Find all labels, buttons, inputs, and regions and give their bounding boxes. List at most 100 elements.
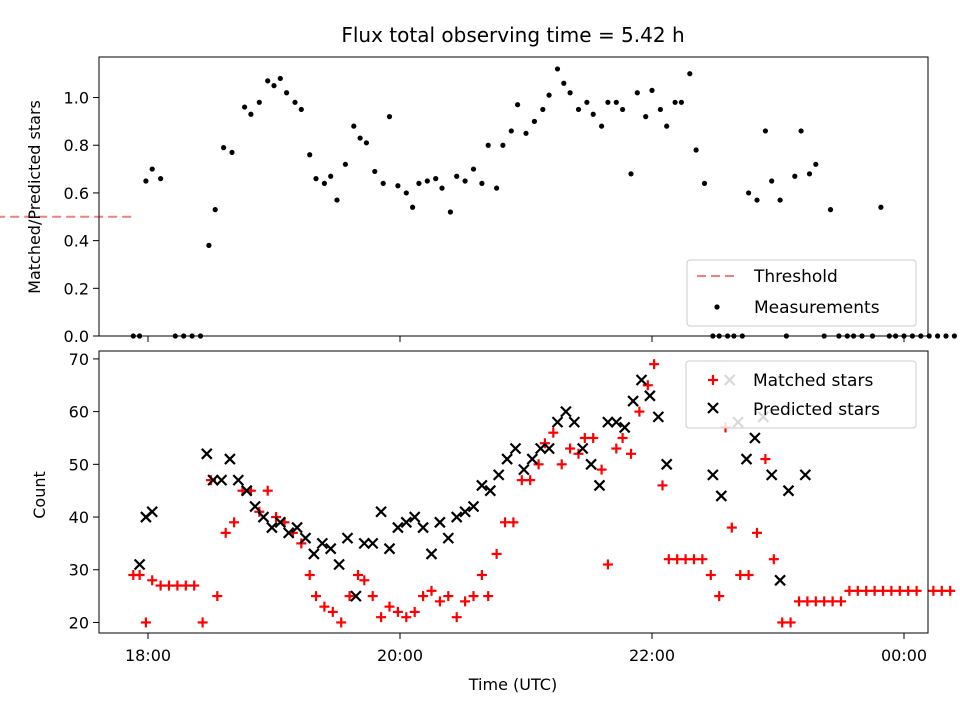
- predicted-star-point: [392, 521, 404, 534]
- predicted-star-point: [434, 516, 446, 529]
- predicted-star-point: [476, 479, 488, 492]
- measurement-point: [403, 190, 409, 196]
- matched-star-point: [134, 570, 145, 581]
- predicted-star-point: [308, 548, 320, 560]
- matched-star-point: [197, 617, 208, 628]
- measurement-point: [372, 168, 378, 175]
- matched-star-point: [634, 406, 645, 417]
- matched-star-point: [491, 548, 502, 559]
- predicted-star-point: [400, 516, 413, 529]
- measurement-point: [447, 209, 453, 215]
- top-legend: Threshold Measurements: [686, 259, 917, 327]
- predicted-star-point: [146, 505, 158, 518]
- matched-star-point: [844, 585, 855, 596]
- x-tick-label: 18:00: [125, 646, 171, 665]
- legend-threshold-label: Threshold: [753, 267, 838, 287]
- predicted-star-point: [627, 395, 639, 407]
- matched-star-point: [147, 575, 158, 586]
- measurement-point: [599, 123, 605, 129]
- bottom-legend: Matched stars Predicted stars: [685, 360, 917, 429]
- matched-star-point: [548, 427, 559, 438]
- measurement-point: [298, 106, 304, 113]
- measurement-point: [701, 180, 708, 186]
- predicted-star-point: [602, 416, 614, 428]
- legend-measurements-label: Measurements: [754, 298, 880, 318]
- predicted-star-point: [707, 469, 719, 481]
- measurement-point: [531, 118, 538, 124]
- matched-star-point: [443, 591, 454, 602]
- matched-star-point: [869, 585, 880, 596]
- bottom-y-axis-label: Count: [30, 471, 49, 519]
- measurement-point: [792, 173, 798, 179]
- predicted-star-point: [551, 416, 564, 428]
- predicted-star-point: [350, 590, 362, 602]
- measurement-point: [334, 197, 340, 203]
- x-tick-label: 00:00: [881, 646, 927, 665]
- matched-star-point: [556, 459, 567, 470]
- measurement-point: [769, 178, 775, 184]
- matched-star-point: [680, 554, 691, 565]
- matched-star-point: [367, 591, 378, 602]
- predicted-star-point: [358, 537, 371, 550]
- measurement-point: [206, 242, 212, 248]
- matched-star-point: [649, 359, 660, 370]
- predicted-star-point: [291, 521, 303, 534]
- measurement-point: [554, 66, 561, 72]
- matched-star-point: [752, 527, 762, 538]
- matched-star-point: [500, 517, 510, 528]
- predicted-star-point: [282, 527, 295, 539]
- matched-star-point: [777, 617, 788, 628]
- matched-star-point: [212, 591, 223, 602]
- matched-star-point: [735, 570, 746, 581]
- predicted-star-point: [133, 558, 146, 571]
- matched-star-point: [810, 596, 821, 607]
- predicted-star-point: [644, 390, 656, 402]
- measurement-point: [351, 123, 357, 129]
- matched-star-point: [392, 606, 403, 617]
- matched-star-point: [911, 585, 922, 596]
- matched-star-point: [642, 380, 653, 391]
- top-legend-box: [686, 259, 917, 327]
- measurement-point: [292, 99, 298, 105]
- matched-star-point: [936, 585, 947, 596]
- measurement-point: [242, 104, 248, 110]
- measurement-point: [687, 71, 693, 77]
- measurement-point: [470, 166, 477, 172]
- y-tick-label: 50: [69, 455, 89, 474]
- measurement-point: [943, 333, 949, 339]
- measurement-point: [433, 176, 439, 182]
- matched-star-point: [460, 596, 471, 607]
- predicted-star-point: [324, 542, 337, 555]
- measurement-point: [508, 128, 514, 134]
- measurement-point: [777, 197, 783, 203]
- predicted-star-point: [215, 474, 228, 486]
- matched-star-point: [836, 596, 846, 607]
- measurement-point: [590, 111, 596, 117]
- matched-star-point: [903, 585, 914, 596]
- measurement-point: [515, 102, 521, 108]
- predicted-star-point: [484, 484, 497, 497]
- matched-star-point: [384, 601, 395, 612]
- matched-star-point: [468, 591, 479, 602]
- measurement-point: [395, 183, 401, 189]
- measurement-point: [649, 87, 655, 93]
- matched-star-point: [189, 580, 200, 591]
- matched-star-point: [172, 580, 183, 591]
- matched-star-point: [878, 585, 888, 596]
- measurement-point: [540, 106, 546, 113]
- y-tick-label: 0.8: [64, 136, 89, 155]
- measurement-point: [248, 111, 254, 117]
- matched-star-point: [743, 570, 754, 581]
- predicted-star-point: [774, 574, 786, 587]
- legend-matched-swatch: [708, 375, 718, 385]
- matched-star-point: [672, 554, 683, 565]
- x-tick-label: 22:00: [629, 646, 675, 665]
- matched-star-point: [476, 570, 487, 581]
- predicted-star-point: [660, 458, 673, 471]
- measurement-point: [479, 180, 485, 186]
- measurement-point: [575, 106, 582, 113]
- matched-star-point: [579, 432, 590, 443]
- measurement-point: [265, 78, 271, 84]
- measurement-point: [500, 142, 506, 148]
